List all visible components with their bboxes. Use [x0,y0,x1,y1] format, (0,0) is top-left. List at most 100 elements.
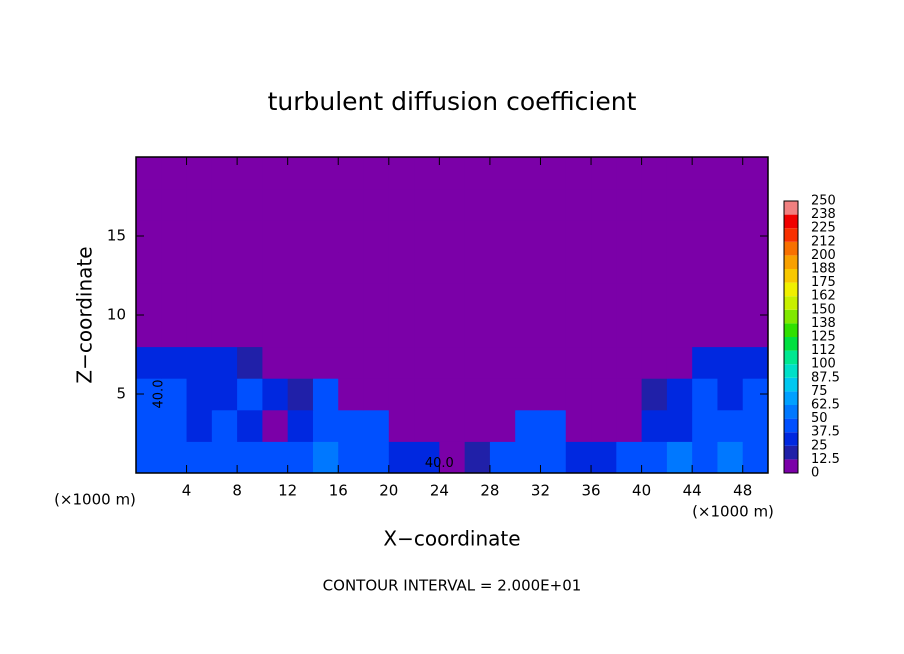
field-cell [388,409,415,442]
field-cell [641,346,668,379]
field-cell [414,188,440,221]
field-cell [439,346,466,379]
colorbar-label: 138 [811,316,836,331]
field-cell [717,378,744,411]
field-cell [161,441,188,474]
field-cell [388,220,415,253]
field-cell [540,346,567,379]
field-cell [464,378,491,411]
field-cell [262,220,289,253]
field-cell [287,220,314,253]
field-cell [312,188,339,221]
colorbar-swatch [784,201,798,215]
field-cell [616,188,643,221]
field-cell [591,441,617,474]
field-cell [338,441,365,474]
field-cell [616,220,643,253]
y-tick-label: 5 [116,385,126,403]
field-cell [186,315,213,348]
field-cell [414,409,440,442]
field-cell [161,346,188,379]
field-cell [489,220,516,253]
field-cell [363,251,390,284]
field-cell [489,251,516,284]
field-cell [237,220,263,253]
field-cell [717,315,744,348]
field-cell [161,157,188,190]
field-cell [338,283,365,316]
field-cell [742,315,769,348]
colorbar-label: 87.5 [811,370,840,385]
field-cell [363,346,390,379]
field-cell [666,251,693,284]
colorbar-swatch [784,323,798,337]
field-cell [414,378,440,411]
field-cell [439,188,466,221]
field-cell [186,157,213,190]
field-cell [515,409,541,442]
field-cell [161,315,188,348]
field-cell [717,188,744,221]
field-cell [616,157,643,190]
field-cell [591,220,617,253]
field-cell [439,378,466,411]
field-cell [515,251,541,284]
field-cell [515,346,541,379]
colorbar-swatch [784,241,798,256]
x-axis-label: X−coordinate [383,527,520,551]
colorbar-swatch [784,228,798,242]
field [136,157,769,474]
field-cell [237,251,263,284]
field-cell [414,441,440,474]
field-cell [363,315,390,348]
field-cell [136,188,162,221]
field-cell [489,346,516,379]
colorbar-label: 125 [811,330,836,345]
field-cell [692,378,718,411]
field-cell [186,378,213,411]
field-cell [237,346,263,379]
field-cell [540,251,567,284]
field-cell [692,220,718,253]
field-cell [565,251,592,284]
field-cell [540,220,567,253]
field-cell [540,315,567,348]
field-cell [363,220,390,253]
field-cell [262,409,289,442]
field-cell [565,409,592,442]
field-cell [565,283,592,316]
colorbar-swatch [784,364,798,378]
contour-label: 40.0 [425,456,454,471]
field-cell [489,315,516,348]
field-cell [388,441,415,474]
chart-title: turbulent diffusion coefficient [268,87,637,116]
field-cell [161,378,188,411]
field-cell [287,346,314,379]
field-cell [211,441,238,474]
field-cell [186,346,213,379]
field-cell [414,315,440,348]
colorbar-label: 238 [811,207,836,222]
field-cell [742,409,769,442]
field-cell [287,409,314,442]
field-cell [692,346,718,379]
field-cell [211,378,238,411]
colorbar-swatch [784,432,798,446]
field-cell [717,346,744,379]
field-cell [312,409,339,442]
x-tick-label: 36 [581,482,600,500]
field-cell [540,283,567,316]
x-tick-label: 20 [379,482,398,500]
field-cell [136,409,162,442]
field-cell [237,315,263,348]
field-cell [464,441,491,474]
colorbar-label: 37.5 [811,425,840,440]
field-cell [338,188,365,221]
field-cell [666,283,693,316]
field-cell [641,441,668,474]
field-cell [262,251,289,284]
field-cell [312,315,339,348]
field-cell [616,283,643,316]
colorbar-swatch [784,296,798,310]
field-cell [414,283,440,316]
